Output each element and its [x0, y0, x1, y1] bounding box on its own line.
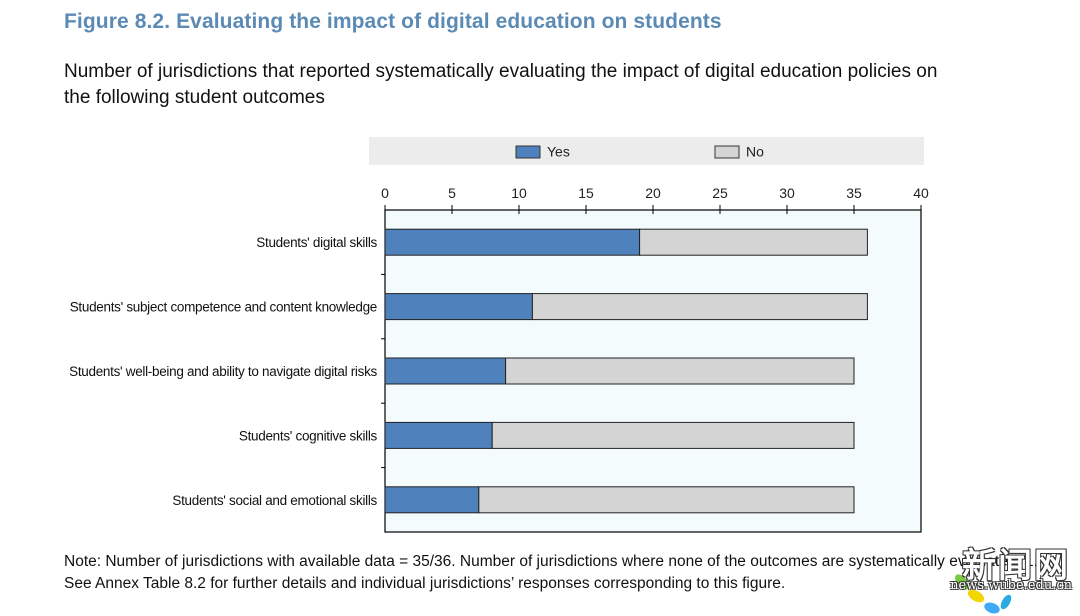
- x-tick-label: 20: [645, 185, 661, 201]
- category-label: Students' well-being and ability to navi…: [69, 364, 377, 379]
- category-label: Students' social and emotional skills: [172, 493, 377, 508]
- watermark-url: news.wube.edu.cn: [950, 578, 1072, 593]
- figure-title: Figure 8.2. Evaluating the impact of dig…: [64, 10, 722, 33]
- bar-no-4: [491, 421, 855, 449]
- note: Note: Number of jurisdictions with avail…: [64, 551, 1038, 595]
- legend-label-yes: Yes: [547, 144, 570, 160]
- category-label: Students' subject competence and content…: [70, 300, 377, 315]
- bar-yes-3: [384, 357, 507, 385]
- watermark: 新闻网 news.wube.edu.cn: [946, 516, 1076, 616]
- x-tick-label: 35: [846, 185, 862, 201]
- bar-yes-4: [384, 421, 493, 449]
- bar-yes-5: [384, 486, 480, 514]
- x-tick-label: 40: [913, 185, 929, 201]
- note-line-1: Note: Number of jurisdictions with avail…: [64, 553, 1038, 570]
- plot-area: 0 5 10 15 20 25 30 35 40 Students' digital skills…: [69, 185, 929, 533]
- legend: Yes No: [369, 137, 924, 165]
- bar-no-3: [505, 357, 855, 385]
- x-tick-label: 30: [779, 185, 795, 201]
- bar-yes-2: [384, 293, 533, 321]
- note-line-2: See Annex Table 8.2 for further details …: [64, 575, 786, 592]
- category-label: Students' cognitive skills: [239, 428, 378, 443]
- category-label: Students' digital skills: [256, 235, 377, 250]
- x-tick-label: 0: [381, 185, 389, 201]
- x-tick-label: 5: [448, 185, 456, 201]
- watermark-leaves-icon: [955, 574, 1012, 614]
- legend-background: [369, 137, 924, 165]
- legend-swatch-yes: [515, 145, 541, 159]
- bar-no-2: [531, 293, 868, 321]
- watermark-chinese: 新闻网: [962, 546, 1070, 586]
- x-tick-label: 15: [578, 185, 594, 201]
- legend-label-no: No: [746, 144, 764, 160]
- bar-no-1: [639, 228, 868, 256]
- bar-yes-1: [384, 228, 641, 256]
- x-tick-label: 25: [712, 185, 728, 201]
- chart-subtitle: Number of jurisdictions that reported sy…: [64, 61, 938, 108]
- x-tick-label: 10: [511, 185, 527, 201]
- bar-no-5: [478, 486, 855, 514]
- legend-swatch-no: [714, 145, 740, 159]
